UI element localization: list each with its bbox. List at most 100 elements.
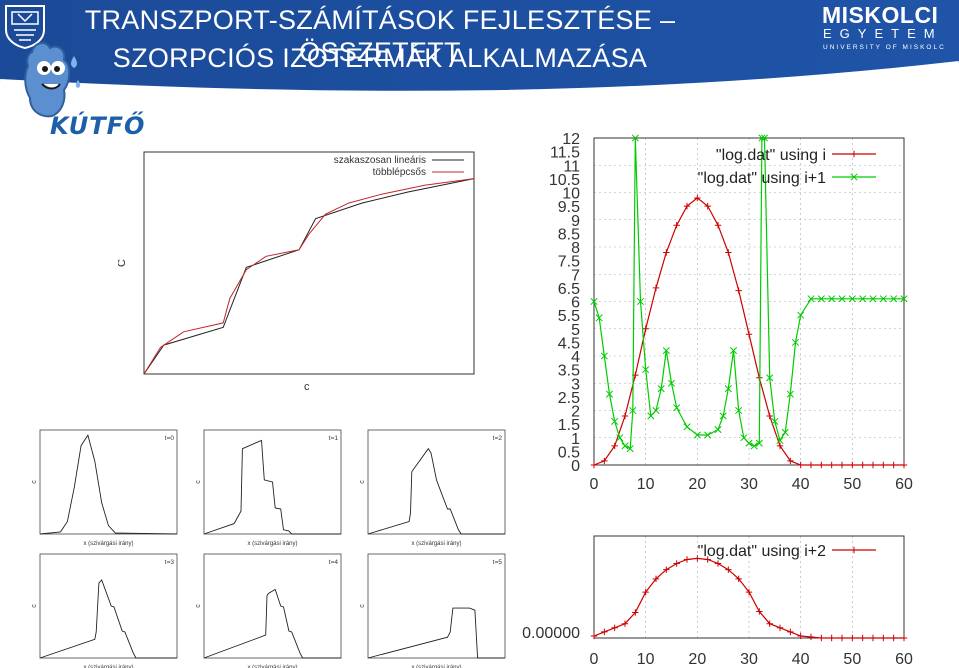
log-main-ytick-1: 0.5 — [558, 444, 580, 461]
log-main-point-1-24 — [729, 346, 738, 355]
log-bottom-point-15 — [745, 588, 753, 596]
log-main-point-1-3 — [605, 390, 614, 398]
small-multiples: t=0 x (szivárgási irány) c t=1 x (szivárgási… — [22, 425, 512, 668]
log-bottom-frame — [593, 535, 905, 639]
small-multiple-xlabel-2: x (szivárgási irány) — [411, 541, 461, 547]
log-main-ytick-8: 4 — [571, 349, 580, 366]
log-bottom-point-0 — [590, 632, 598, 640]
log-main-ytick-9: 4.5 — [558, 335, 580, 352]
log-bottom-point-9 — [683, 556, 691, 563]
log-main-point-1-1 — [595, 314, 603, 322]
small-multiple-series-1 — [203, 439, 341, 535]
log-main-point-1-34 — [776, 436, 784, 445]
log-main-ytick-16: 8 — [571, 240, 580, 257]
log-main-ytick-5: 2.5 — [558, 390, 580, 407]
log-bottom-xtick-5: 50 — [843, 651, 861, 668]
small-multiple-series-2 — [367, 447, 505, 535]
log-main-ytick-20: 10 — [562, 186, 580, 203]
log-main-ytick-4: 2 — [571, 404, 580, 421]
log-bottom-point-3 — [621, 620, 629, 627]
log-main-ytick-18: 9 — [571, 213, 580, 230]
isotherm-series-0 — [143, 178, 475, 375]
small-multiple-panel-0: t=0 x (szivárgási irány) c — [31, 429, 178, 547]
log-main-point-1-7 — [626, 445, 634, 453]
log-main-ytick-12: 6 — [571, 295, 580, 312]
small-multiple-panel-4: t=4 x (szivárgási irány) c — [195, 553, 342, 668]
small-multiple-frame-3 — [39, 553, 178, 659]
log-main-point-1-25 — [735, 406, 743, 415]
log-bottom-point-17 — [766, 620, 773, 627]
small-multiple-label-5: t=5 — [493, 559, 503, 566]
log-bottom-point-8 — [673, 560, 680, 567]
log-main-ytick-14: 7 — [571, 267, 580, 284]
kutfo-logo-text: KÚTFŐ — [50, 112, 146, 140]
small-multiple-xlabel-5: x (szivárgási irány) — [411, 665, 461, 668]
log-main-ytick-0: 0 — [571, 458, 580, 475]
log-main-ytick-6: 3 — [571, 376, 580, 393]
isotherm-ylabel: C — [118, 259, 128, 267]
small-multiple-panel-5: t=5 x (szivárgási irány) c — [359, 553, 506, 668]
log-main-point-1-10 — [636, 297, 645, 306]
log-main-legend-label-1: "log.dat" using i+1 — [698, 170, 826, 187]
log-main-ytick-2: 1 — [571, 431, 580, 448]
log-main-point-1-32 — [766, 374, 774, 382]
small-multiple-series-4 — [203, 588, 341, 659]
log-main-point-1-33 — [771, 417, 779, 425]
small-multiple-ylabel-2: c — [359, 480, 366, 484]
log-main-series-1 — [590, 134, 908, 453]
log-bottom-xtick-1: 10 — [637, 651, 655, 668]
log-main-point-0-25 — [849, 461, 856, 469]
log-bottom-point-30 — [900, 634, 908, 642]
log-main-point-1-18 — [683, 423, 691, 431]
log-main-point-0-5 — [642, 325, 649, 332]
log-main-xtick-1: 10 — [637, 476, 655, 493]
log-main-chart-svg: 0 10 20 30 40 50 6000.511.522.533.544.555.566.… — [549, 131, 913, 493]
small-multiples-svg: t=0 x (szivárgási irány) c t=1 x (szivárgási… — [31, 429, 506, 668]
small-multiple-ylabel-5: c — [359, 604, 366, 608]
log-bottom-point-21 — [807, 633, 815, 641]
log-main-point-1-16 — [667, 379, 676, 387]
log-main-point-1-29 — [755, 439, 763, 447]
small-multiple-xlabel-4: x (szivárgási irány) — [247, 665, 297, 668]
small-multiple-frame-5 — [367, 553, 506, 659]
small-multiple-ylabel-4: c — [195, 604, 202, 608]
log-main-point-0-28 — [880, 461, 887, 469]
small-multiple-series-5 — [367, 607, 505, 659]
log-main-xtick-3: 30 — [740, 476, 758, 493]
log-bottom-xtick-4: 40 — [792, 651, 810, 668]
log-bottom-point-6 — [652, 575, 660, 583]
log-main-point-1-5 — [616, 434, 624, 442]
small-multiple-label-3: t=3 — [165, 559, 175, 566]
log-main-point-0-9 — [683, 202, 691, 210]
log-main-point-0-26 — [859, 461, 866, 469]
log-main-point-1-38 — [797, 311, 805, 319]
log-bottom-chart-svg: 0 10 20 30 40 50 60 0.00000 "log.dat" using i+2 — [522, 535, 913, 668]
log-main-ytick-13: 6.5 — [558, 281, 580, 298]
log-bottom-point-19 — [787, 628, 794, 636]
kutfo-mascot-icon — [24, 42, 81, 118]
log-bottom-point-1 — [601, 628, 608, 636]
small-multiple-frame-1 — [203, 429, 342, 535]
log-main-point-0-15 — [745, 331, 753, 338]
university-name: MISKOLCI — [822, 2, 939, 28]
small-multiple-panel-2: t=2 x (szivárgási irány) c — [359, 429, 506, 547]
log-main-point-1-8 — [629, 406, 637, 415]
log-main-ytick-22: 11 — [563, 158, 580, 175]
log-bottom-point-18 — [776, 624, 784, 631]
log-bottom-point-24 — [838, 634, 846, 642]
log-main-ytick-3: 1.5 — [558, 417, 580, 434]
log-main-xtick-0: 0 — [590, 476, 599, 493]
isotherm-legend-label-1: többlépcsős — [373, 167, 426, 178]
small-multiple-frame-0 — [39, 429, 178, 535]
log-main-point-1-19 — [693, 431, 701, 439]
log-main-point-0-13 — [725, 249, 732, 256]
log-main-point-1-21 — [714, 426, 722, 434]
small-multiple-label-0: t=0 — [165, 435, 175, 442]
log-main-point-0-6 — [652, 284, 660, 292]
log-main-point-1-41 — [828, 295, 836, 303]
log-main-point-1-45 — [869, 295, 877, 303]
log-main-point-1-31 — [760, 134, 769, 142]
log-main-point-1-11 — [642, 366, 650, 374]
